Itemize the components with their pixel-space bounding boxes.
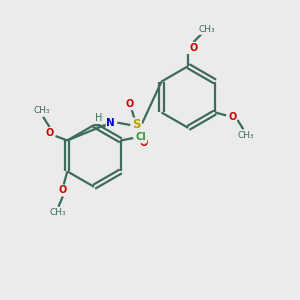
Text: O: O xyxy=(228,112,236,122)
Text: O: O xyxy=(190,43,198,53)
Text: N: N xyxy=(106,118,115,128)
Text: O: O xyxy=(139,138,147,148)
Text: Cl: Cl xyxy=(136,133,146,142)
Text: CH₃: CH₃ xyxy=(49,208,66,217)
Text: O: O xyxy=(125,99,134,110)
Text: O: O xyxy=(46,128,54,138)
Text: S: S xyxy=(133,118,141,131)
Text: CH₃: CH₃ xyxy=(33,106,50,116)
Text: CH₃: CH₃ xyxy=(199,25,215,34)
Text: CH₃: CH₃ xyxy=(237,130,254,140)
Text: H: H xyxy=(95,113,102,123)
Text: O: O xyxy=(59,185,67,196)
